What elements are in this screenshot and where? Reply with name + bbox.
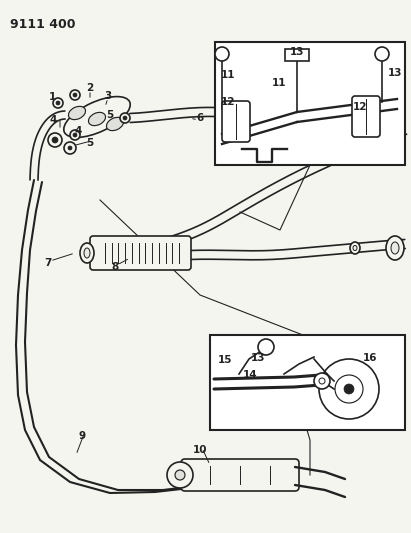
Text: 9111 400: 9111 400 bbox=[10, 18, 76, 31]
Ellipse shape bbox=[308, 121, 312, 125]
Ellipse shape bbox=[106, 117, 124, 131]
Bar bbox=[215, 42, 405, 165]
Ellipse shape bbox=[350, 242, 360, 254]
FancyBboxPatch shape bbox=[352, 96, 380, 137]
Circle shape bbox=[52, 137, 58, 143]
Circle shape bbox=[215, 47, 229, 61]
Ellipse shape bbox=[64, 96, 130, 138]
Ellipse shape bbox=[353, 246, 357, 251]
Circle shape bbox=[73, 93, 77, 97]
Circle shape bbox=[344, 384, 354, 394]
Circle shape bbox=[167, 462, 193, 488]
Text: 11: 11 bbox=[272, 78, 286, 88]
Text: 15: 15 bbox=[218, 355, 232, 365]
FancyBboxPatch shape bbox=[90, 236, 191, 270]
Circle shape bbox=[73, 133, 77, 137]
Text: 6: 6 bbox=[196, 113, 203, 123]
Text: 13: 13 bbox=[251, 353, 265, 363]
Text: 12: 12 bbox=[221, 97, 235, 107]
Text: 10: 10 bbox=[193, 445, 207, 455]
Bar bbox=[285, 49, 309, 61]
Circle shape bbox=[53, 98, 63, 108]
Text: 3: 3 bbox=[104, 91, 112, 101]
Bar bbox=[210, 335, 405, 430]
FancyBboxPatch shape bbox=[181, 459, 299, 491]
Ellipse shape bbox=[305, 118, 315, 128]
Text: 8: 8 bbox=[111, 262, 119, 272]
Circle shape bbox=[319, 359, 379, 419]
Ellipse shape bbox=[248, 109, 262, 123]
Text: 12: 12 bbox=[353, 102, 367, 112]
Circle shape bbox=[123, 116, 127, 120]
Text: 9: 9 bbox=[79, 431, 85, 441]
Text: 14: 14 bbox=[242, 370, 257, 380]
Ellipse shape bbox=[252, 113, 258, 119]
Circle shape bbox=[314, 373, 330, 389]
Circle shape bbox=[375, 47, 389, 61]
Text: 5: 5 bbox=[86, 138, 94, 148]
Ellipse shape bbox=[88, 112, 106, 126]
Text: 1: 1 bbox=[48, 92, 55, 102]
Circle shape bbox=[48, 133, 62, 147]
Circle shape bbox=[258, 339, 274, 355]
Text: 4: 4 bbox=[74, 126, 82, 136]
Ellipse shape bbox=[69, 107, 85, 119]
Ellipse shape bbox=[80, 243, 94, 263]
Ellipse shape bbox=[391, 242, 399, 254]
FancyBboxPatch shape bbox=[222, 101, 250, 142]
Circle shape bbox=[56, 101, 60, 105]
Circle shape bbox=[70, 130, 80, 140]
Text: 2: 2 bbox=[86, 83, 94, 93]
Circle shape bbox=[175, 470, 185, 480]
Circle shape bbox=[335, 375, 363, 403]
Circle shape bbox=[120, 113, 130, 123]
Circle shape bbox=[68, 146, 72, 150]
Ellipse shape bbox=[84, 248, 90, 258]
Ellipse shape bbox=[386, 236, 404, 260]
Text: 5: 5 bbox=[106, 110, 113, 120]
Text: 4: 4 bbox=[49, 115, 57, 125]
Text: 16: 16 bbox=[363, 353, 377, 363]
Circle shape bbox=[70, 90, 80, 100]
Text: 13: 13 bbox=[388, 68, 402, 78]
Text: 7: 7 bbox=[44, 258, 52, 268]
Text: 11: 11 bbox=[221, 70, 235, 80]
Text: 13: 13 bbox=[290, 47, 304, 57]
Circle shape bbox=[64, 142, 76, 154]
Circle shape bbox=[319, 378, 325, 384]
